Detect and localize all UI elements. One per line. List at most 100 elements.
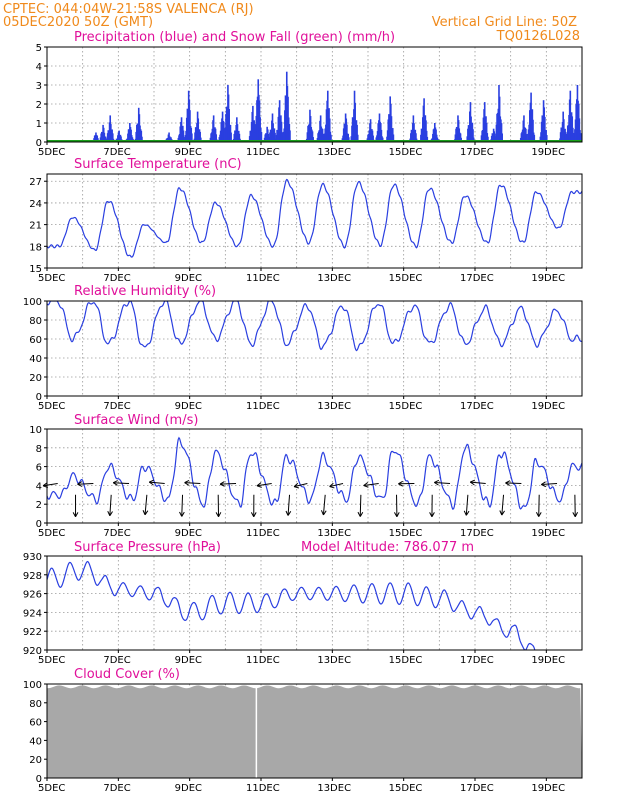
x-tick-label: 11DEC — [246, 273, 280, 284]
x-tick-label: 5DEC — [38, 655, 65, 666]
header-station: CPTEC: 044:04W-21:58S VALENCA (RJ) — [3, 2, 254, 17]
wind-arrow-head — [469, 481, 475, 486]
y-tick-label: 0 — [36, 138, 42, 149]
x-tick-label: 11DEC — [246, 401, 280, 412]
wind-arrow-head — [541, 481, 546, 485]
panel-frame — [46, 555, 583, 651]
x-tick-label: 19DEC — [531, 401, 565, 412]
precip-bar — [426, 136, 429, 142]
precip-bar — [200, 137, 202, 142]
x-tick-label: 17DEC — [460, 147, 494, 158]
y-tick-label: 60 — [29, 335, 42, 346]
x-tick-label: 11DEC — [246, 528, 280, 539]
y-tick-label: 80 — [29, 316, 42, 327]
cloud-area — [47, 685, 582, 778]
y-tick-label: 6 — [36, 463, 42, 474]
y-tick-label: 928 — [23, 571, 42, 582]
wind-arrow — [144, 494, 148, 515]
wind-series — [47, 436, 582, 510]
y-tick-label: 4 — [36, 481, 42, 492]
x-tick-label: 13DEC — [317, 783, 351, 794]
x-tick-label: 13DEC — [317, 273, 351, 284]
precip-bar — [500, 123, 503, 142]
precip-bar — [392, 134, 395, 142]
wind-arrow-head — [505, 482, 511, 486]
header-grid-note: Vertical Grid Line: 50Z — [432, 15, 577, 30]
wind-arrow-head — [148, 481, 154, 486]
wind-arrow — [293, 483, 308, 488]
precip-bar — [322, 133, 325, 142]
wind-arrow — [184, 482, 201, 485]
x-tick-label: 7DEC — [103, 147, 130, 158]
x-tick-label: 15DEC — [389, 147, 423, 158]
y-tick-label: 5 — [36, 43, 42, 54]
x-tick-label: 17DEC — [460, 273, 494, 284]
y-tick-label: 60 — [29, 718, 42, 729]
wind-arrow-head — [320, 510, 324, 516]
precip-bar — [501, 133, 503, 142]
wind-arrow — [470, 481, 486, 485]
x-tick-label: 9DEC — [175, 401, 202, 412]
wind-arrow-head — [144, 510, 149, 516]
wind-arrow-head — [112, 482, 118, 486]
wind-arrow-head — [393, 512, 398, 517]
title-precip: Precipitation (blue) and Snow Fall (gree… — [74, 30, 395, 45]
wind-arrow-head — [219, 483, 225, 487]
precip-bar — [381, 137, 384, 142]
wind-arrow-head — [112, 480, 118, 484]
wind-arrow — [363, 483, 379, 486]
precip-bar — [228, 109, 231, 142]
wind-arrow — [465, 494, 469, 516]
wind-arrow-head — [499, 510, 503, 516]
y-tick-label: 0 — [36, 392, 42, 403]
precip-bar — [356, 134, 359, 142]
x-tick-label: 7DEC — [103, 783, 130, 794]
precip-bar — [369, 119, 372, 142]
x-tick-label: 5DEC — [38, 528, 65, 539]
precip-bar — [425, 130, 428, 142]
x-tick-label: 19DEC — [531, 655, 565, 666]
y-tick-label: 926 — [23, 590, 42, 601]
title-rh: Relative Humidity (%) — [74, 284, 216, 299]
x-tick-label: 11DEC — [246, 147, 280, 158]
x-tick-label: 15DEC — [389, 401, 423, 412]
wind-arrow — [322, 494, 326, 515]
x-tick-label: 15DEC — [389, 528, 423, 539]
y-tick-label: 20 — [29, 755, 42, 766]
wind-arrow-head — [434, 479, 440, 483]
wind-arrow-head — [75, 512, 79, 518]
precip-bar — [280, 121, 283, 142]
precip-bar — [199, 131, 201, 142]
precip-bar — [569, 90, 572, 142]
wind-arrow-head — [470, 479, 476, 483]
wind-arrow-head — [256, 485, 262, 488]
wind-arrow-head — [463, 510, 467, 516]
precip-bar — [182, 130, 185, 142]
x-tick-label: 9DEC — [175, 783, 202, 794]
wind-arrow-head — [181, 511, 185, 517]
x-tick-label: 9DEC — [175, 147, 202, 158]
wind-arrow-head — [329, 482, 334, 487]
y-tick-label: 0 — [36, 774, 42, 785]
wind-arrow-head — [218, 512, 222, 517]
x-tick-label: 9DEC — [175, 273, 202, 284]
x-tick-label: 11DEC — [246, 655, 280, 666]
y-tick-label: 924 — [23, 608, 42, 619]
x-tick-label: 7DEC — [103, 528, 130, 539]
wind-arrow-head — [293, 486, 300, 489]
title-wind: Surface Wind (m/s) — [74, 413, 198, 428]
wind-arrow — [43, 483, 58, 487]
wind-arrow-head — [184, 482, 190, 486]
x-tick-label: 17DEC — [460, 528, 494, 539]
y-tick-label: 1 — [36, 119, 42, 130]
wind-arrow-head — [107, 510, 111, 516]
wind-arrow-head — [538, 512, 542, 517]
precip-bar — [274, 132, 276, 142]
x-tick-label: 15DEC — [389, 783, 423, 794]
wind-arrow-head — [253, 512, 257, 518]
y-tick-label: 4 — [36, 62, 42, 73]
precip-bar — [348, 137, 350, 142]
precip-bar — [472, 129, 474, 142]
wind-arrow-head — [574, 512, 579, 517]
